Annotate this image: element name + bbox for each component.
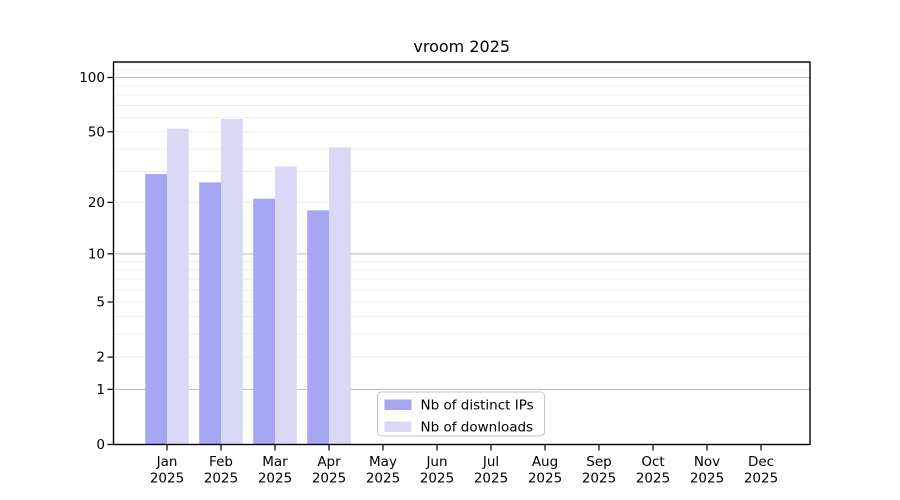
x-tick-label-month: Aug (532, 454, 558, 470)
x-tick-label-month: Apr (317, 454, 341, 470)
x-tick-label-month: Sep (586, 454, 611, 470)
x-tick-label-year: 2025 (366, 471, 400, 487)
x-tick-label-month: Feb (209, 454, 233, 470)
y-tick-label: 1 (96, 382, 105, 398)
y-tick-label: 5 (96, 295, 105, 311)
x-tick-label-month: Nov (694, 454, 720, 470)
y-tick-label: 10 (88, 246, 105, 262)
bar-feb-downloads (221, 118, 243, 445)
bar-feb-distinct-ips (199, 182, 221, 445)
x-tick-label-year: 2025 (258, 471, 292, 487)
legend-label-distinct-ips: Nb of distinct IPs (421, 398, 534, 414)
x-tick-label-year: 2025 (420, 471, 454, 487)
x-tick-label-year: 2025 (312, 471, 346, 487)
bar-jan-downloads (167, 128, 189, 445)
x-tick-label-year: 2025 (582, 471, 616, 487)
y-tick-label: 2 (96, 350, 105, 366)
y-tick-label: 0 (96, 437, 105, 453)
x-tick-label-year: 2025 (204, 471, 238, 487)
bar-jan-distinct-ips (145, 174, 167, 445)
y-tick-label: 50 (88, 124, 105, 140)
legend: Nb of distinct IPs Nb of downloads (377, 391, 545, 437)
x-tick-label-year: 2025 (150, 471, 184, 487)
x-tick-label-year: 2025 (744, 471, 778, 487)
legend-swatch-downloads (384, 421, 412, 432)
y-tick-label: 20 (88, 195, 105, 211)
x-tick-label-month: Oct (641, 454, 664, 470)
bar-mar-distinct-ips (253, 198, 275, 445)
x-tick-label-month: Mar (262, 454, 288, 470)
legend-box (377, 391, 545, 437)
x-tick-label-year: 2025 (690, 471, 724, 487)
x-tick-label-month: Dec (748, 454, 774, 470)
x-tick-label-month: May (369, 454, 397, 470)
bar-mar-downloads (275, 166, 297, 445)
bar-apr-distinct-ips (307, 210, 329, 445)
x-tick-label-year: 2025 (528, 471, 562, 487)
x-tick-label-month: Jan (156, 454, 178, 470)
x-tick-label-month: Jun (425, 454, 447, 470)
chart-title: vroom 2025 (413, 37, 510, 56)
x-tick-label-year: 2025 (474, 471, 508, 487)
legend-swatch-distinct-ips (384, 399, 412, 410)
x-tick-label-month: Jul (482, 454, 499, 470)
y-tick-label: 100 (79, 70, 105, 86)
bar-apr-downloads (329, 147, 351, 445)
legend-label-downloads: Nb of downloads (421, 420, 534, 436)
x-tick-label-year: 2025 (636, 471, 670, 487)
